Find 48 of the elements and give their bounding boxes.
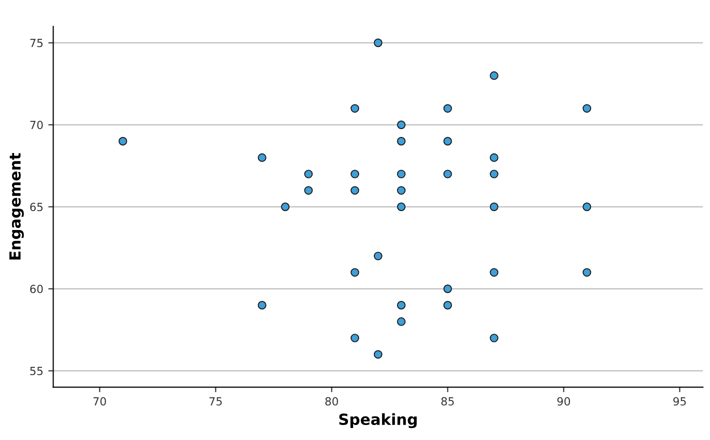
- point: [374, 350, 382, 359]
- point: [304, 170, 313, 178]
- point: [490, 153, 498, 162]
- x-tick-label: 80: [325, 397, 338, 406]
- point: [118, 136, 128, 146]
- x-tick-label: 95: [673, 397, 686, 406]
- point: [490, 268, 498, 277]
- point: [490, 170, 498, 178]
- x-axis-title: Speaking: [339, 413, 417, 428]
- y-tick-label: 75: [30, 38, 43, 48]
- point: [582, 104, 592, 113]
- x-tick-label: 70: [93, 397, 106, 406]
- point: [490, 71, 498, 80]
- x-tick-label: 90: [557, 397, 570, 406]
- y-tick-label: 65: [30, 202, 43, 212]
- point: [490, 202, 498, 212]
- y-tick-label: 55: [30, 366, 43, 376]
- point: [443, 300, 452, 310]
- point: [374, 38, 382, 48]
- point: [582, 268, 592, 277]
- point: [350, 170, 360, 178]
- point: [396, 120, 406, 130]
- point: [443, 170, 452, 178]
- x-tick-label: 75: [210, 397, 222, 406]
- point: [258, 153, 266, 162]
- y-tick-label: 70: [30, 120, 43, 130]
- point: [396, 202, 406, 212]
- point: [443, 104, 452, 113]
- point: [490, 334, 498, 342]
- point: [582, 202, 592, 212]
- point: [350, 268, 360, 277]
- point: [396, 170, 406, 178]
- point: [396, 317, 406, 326]
- point: [280, 202, 290, 212]
- y-axis-title: Engagement: [9, 152, 24, 260]
- point: [374, 252, 382, 260]
- point: [304, 186, 313, 195]
- x-tick-label: 85: [441, 397, 454, 406]
- point: [443, 136, 452, 146]
- point: [350, 186, 360, 195]
- y-tick-label: 60: [30, 284, 43, 294]
- point: [396, 300, 406, 310]
- point: [443, 284, 452, 294]
- point: [396, 186, 406, 195]
- point: [258, 300, 266, 310]
- point: [396, 136, 406, 146]
- point: [350, 334, 360, 342]
- point: [350, 104, 360, 113]
